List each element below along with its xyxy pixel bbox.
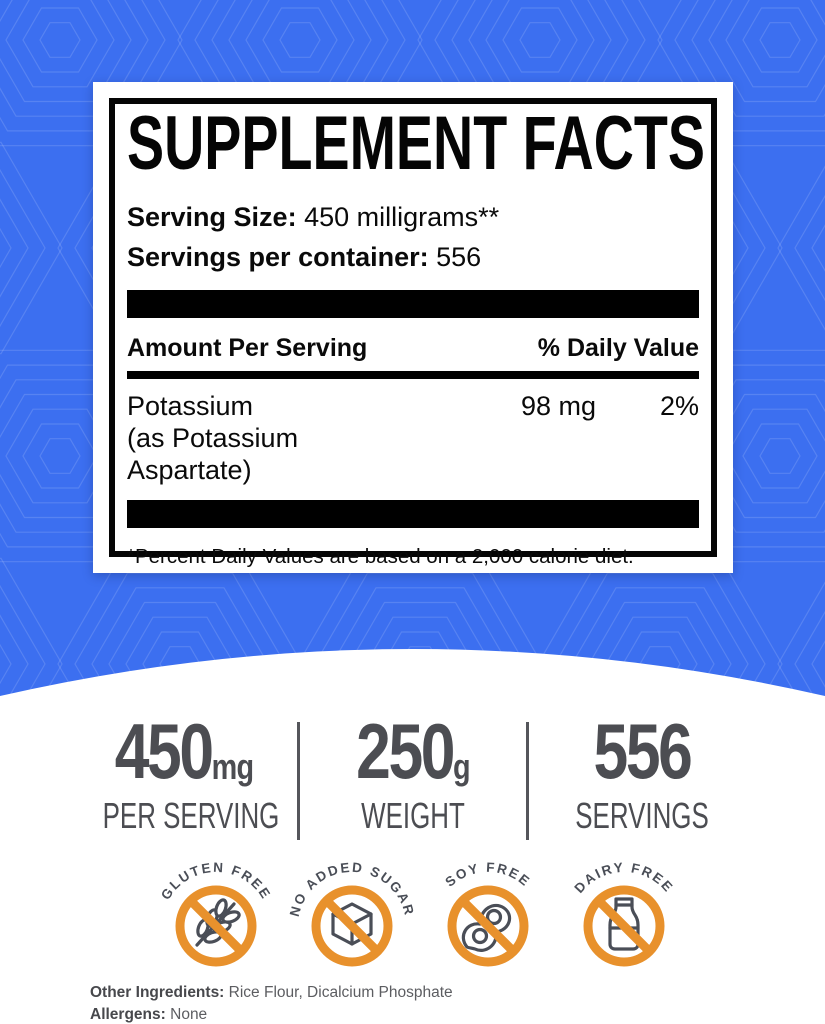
prohibition-slash (594, 897, 653, 955)
stat-weight: 250 g WEIGHT (300, 707, 526, 836)
other-ingredients-value: Rice Flour, Dicalcium Phosphate (228, 984, 453, 1001)
serving-size-line: Serving Size: 450 milligrams** (127, 200, 699, 234)
serving-size-label: Serving Size: (127, 202, 297, 232)
nutrient-amount: 98 mg (520, 391, 596, 421)
free-from-badges-row: GLUTEN FREE NO ADDED SUGAR (14, 852, 825, 978)
allergens-label: Allergens: (90, 1005, 166, 1023)
servings-per-container-line: Servings per container: 556 (127, 240, 699, 274)
stat-unit: mg (211, 746, 253, 787)
servings-label: Servings per container: (127, 242, 429, 272)
other-ingredients-label: Other Ingredients: (90, 984, 225, 1001)
stat-label: SERVINGS (574, 795, 709, 836)
dairy-free-badge: DAIRY FREE (571, 860, 674, 967)
prohibition-slash (186, 897, 245, 955)
stat-weight-number: 250 g (322, 707, 503, 795)
facts-title-wrap: SUPPLEMENT FACTS (127, 114, 705, 178)
stat-value: 556 (593, 707, 692, 795)
nutrient-detail: (as Potassium Aspartate) (127, 423, 299, 485)
no-added-sugar-badge: NO ADDED SUGAR (286, 860, 415, 967)
facts-border-box: SUPPLEMENT FACTS Serving Size: 450 milli… (109, 98, 717, 568)
nutrient-row: Potassium (as Potassium Aspartate) 98 mg… (127, 390, 699, 486)
stat-label: WEIGHT (360, 795, 465, 836)
stat-label: PER SERVING (102, 795, 279, 836)
stat-unit: g (452, 746, 471, 787)
nutrient-daily-value: 2% (659, 391, 699, 421)
thick-black-bar-top (127, 290, 699, 318)
stat-divider (296, 722, 300, 840)
prohibition-slash (322, 897, 381, 955)
svg-text:SOY FREE: SOY FREE (442, 860, 533, 890)
stat-per-serving: 450 mg PER SERVING (71, 707, 297, 836)
stats-row: 450 mg PER SERVING 250 g WEIGHT 556 SERVIN… (0, 707, 825, 840)
allergens-line: Allergens: None (90, 1004, 453, 1024)
prohibition-slash (458, 897, 517, 955)
nutrient-name-cell: Potassium (as Potassium Aspartate) (127, 390, 424, 486)
supplement-facts-panel: SUPPLEMENT FACTS Serving Size: 450 milli… (93, 82, 733, 573)
daily-value-header: % Daily Value (537, 334, 699, 362)
allergens-value: None (170, 1005, 208, 1023)
svg-text:GLUTEN FREE: GLUTEN FREE (157, 860, 273, 903)
curve-divider (0, 649, 825, 701)
soy-free-badge: SOY FREE (442, 860, 533, 967)
gluten-free-badge: GLUTEN FREE (157, 860, 273, 967)
stat-servings: 556 SERVINGS (529, 707, 755, 836)
ingredients-block: Other Ingredients: Rice Flour, Dicalcium… (90, 982, 453, 1024)
facts-title: SUPPLEMENT FACTS (127, 114, 705, 178)
nutrient-name: Potassium (127, 391, 254, 421)
header-rule (127, 371, 699, 379)
badge-label: SOY FREE (442, 860, 531, 890)
amount-per-serving-header: Amount Per Serving (127, 334, 368, 362)
daily-value-footnote: *Percent Daily Values are based on a 2,0… (127, 545, 634, 568)
stat-value: 450 (114, 707, 213, 795)
hero-background: SUPPLEMENT FACTS Serving Size: 450 milli… (0, 0, 825, 701)
stat-servings-number: 556 (551, 707, 732, 795)
facts-header-row: Amount Per Serving % Daily Value (127, 334, 699, 363)
other-ingredients-line: Other Ingredients: Rice Flour, Dicalcium… (90, 982, 453, 1004)
servings-value: 556 (436, 242, 482, 272)
stat-value: 250 (355, 707, 455, 795)
serving-size-value: 450 milligrams** (304, 202, 500, 232)
stat-divider (525, 722, 529, 840)
badge-label: GLUTEN FREE (157, 860, 271, 903)
thick-black-bar-bottom (127, 500, 699, 528)
stat-per-serving-number: 450 mg (93, 707, 274, 795)
